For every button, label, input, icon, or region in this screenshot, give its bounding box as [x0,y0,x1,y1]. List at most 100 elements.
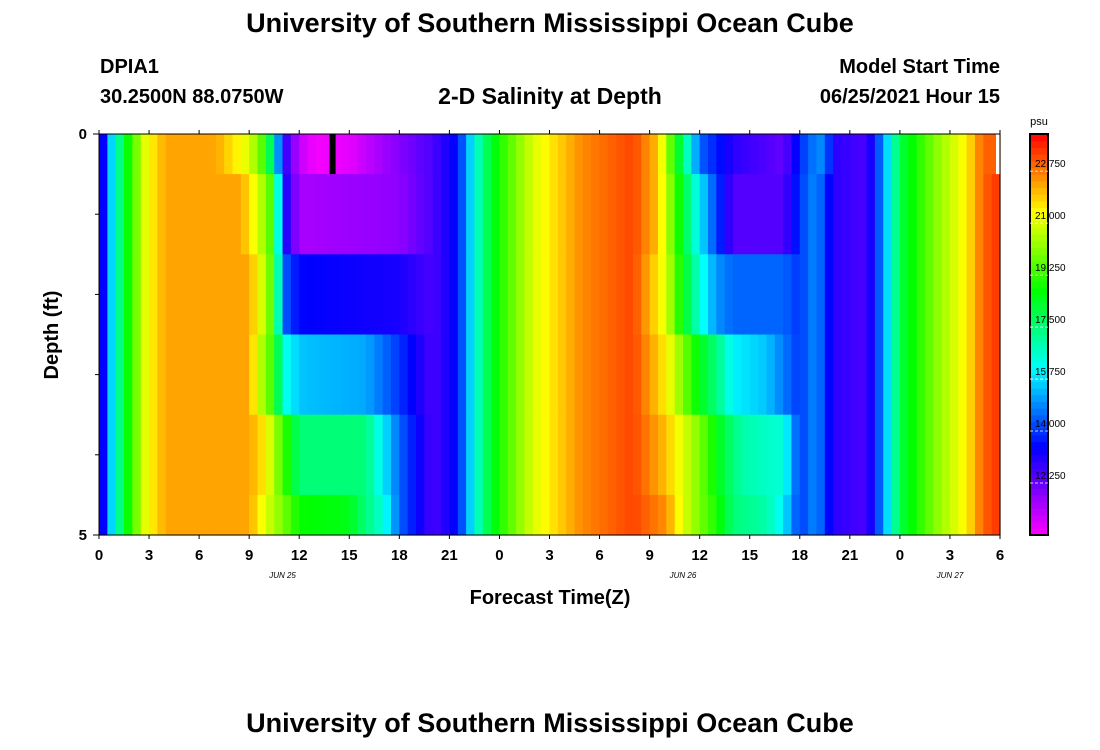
heatmap-cell [582,254,592,336]
heatmap-cell [924,254,934,336]
x-tick-label: 6 [195,547,203,564]
heatmap-cell [249,134,259,175]
heatmap-cell [616,134,626,175]
heatmap-cell [649,174,659,255]
heatmap-cell [466,174,476,255]
heatmap-cell [941,494,951,536]
heatmap-cell [899,134,909,175]
heatmap-cell [841,254,851,336]
x-tick-label: 3 [145,547,153,564]
heatmap-cell [774,174,784,255]
heatmap-cell [365,134,375,175]
heatmap-cell [833,334,843,416]
heatmap-cell [557,174,567,255]
heatmap-cell [374,494,384,536]
heatmap-cell [324,414,334,496]
heatmap-cell [816,254,826,336]
heatmap-cell [599,334,609,416]
heatmap-cell [666,494,676,536]
colorbar-segment [1030,347,1048,356]
heatmap-cell [666,414,676,496]
heatmap-cell [140,414,150,496]
y-tick-label: 0 [79,126,87,143]
heatmap-cell [165,174,175,255]
heatmap-cell [833,254,843,336]
heatmap-cell [507,494,517,536]
heatmap-cell [507,174,517,255]
heatmap-cell [874,494,884,536]
date-label: JUN 26 [669,571,697,580]
heatmap-cell [290,134,300,175]
heatmap-cell [115,254,125,336]
heatmap-cell [891,174,901,255]
heatmap-cell [691,494,701,536]
heatmap-cell [274,494,284,536]
heatmap-cell [441,414,450,496]
heatmap-cell [791,334,801,416]
model-start-value: 06/25/2021 Hour 15 [819,86,1000,108]
heatmap-cell [557,494,567,536]
heatmap-cell [799,334,809,416]
heatmap-cell [491,334,501,416]
heatmap-cell [324,134,334,175]
heatmap-cell [966,494,976,536]
heatmap-cell [983,414,993,496]
heatmap-cell [774,414,784,496]
heatmap-cell [124,494,133,536]
heatmap-cell [916,414,926,496]
heatmap-cell [124,254,133,336]
heatmap-cell [257,254,267,336]
heatmap-cell [549,174,559,255]
x-tick-label: 12 [691,547,708,564]
heatmap-cell [599,254,609,336]
heatmap-cell [365,414,375,496]
heatmap-cell [107,414,117,496]
heatmap-cell [758,134,767,175]
heatmap-cell [566,414,576,496]
heatmap-cell [908,494,918,536]
heatmap-cell [866,174,876,255]
heatmap-cell [157,334,167,416]
heatmap-cell [808,134,818,175]
heatmap-cell [432,174,442,255]
heatmap-cell [482,134,492,175]
colorbar-segment [1030,281,1048,289]
heatmap-cell [199,334,209,416]
heatmap-cell [933,414,943,496]
heatmap-cell [449,254,459,336]
heatmap-cell [724,334,734,416]
heatmap-cell [290,494,300,536]
heatmap-cell [349,494,359,536]
heatmap-cell [891,134,901,175]
heatmap-cell [407,174,417,255]
heatmap-cell [624,414,634,496]
heatmap-cell [224,134,234,175]
heatmap-cell [115,134,125,175]
colorbar-segment [1030,454,1048,463]
heatmap-cell [549,254,559,336]
heatmap-cell [733,134,742,175]
heatmap-cell [307,174,317,255]
x-tick-label: 15 [741,547,758,564]
heatmap-cell [507,134,517,175]
heatmap-cell [641,334,651,416]
heatmap-cell [140,494,150,536]
heatmap-cell [474,134,484,175]
heatmap-cell [874,334,884,416]
heatmap-cell [124,414,133,496]
heatmap-cell [733,174,742,255]
heatmap-cell [215,134,225,175]
colorbar-tick-label: 12.250 [1035,471,1066,482]
heatmap-cell [165,254,175,336]
heatmap-cell [566,174,576,255]
x-tick-label: 3 [545,547,553,564]
heatmap-cell [282,254,292,336]
colorbar-segment [1030,147,1048,155]
heatmap-cell [140,174,150,255]
heatmap-cell [574,134,584,175]
heatmap-cell [232,134,242,175]
heatmap-cell [165,334,175,416]
heatmap-cell [983,134,993,175]
x-tick-label: 3 [946,547,954,564]
heatmap-cell [816,414,826,496]
